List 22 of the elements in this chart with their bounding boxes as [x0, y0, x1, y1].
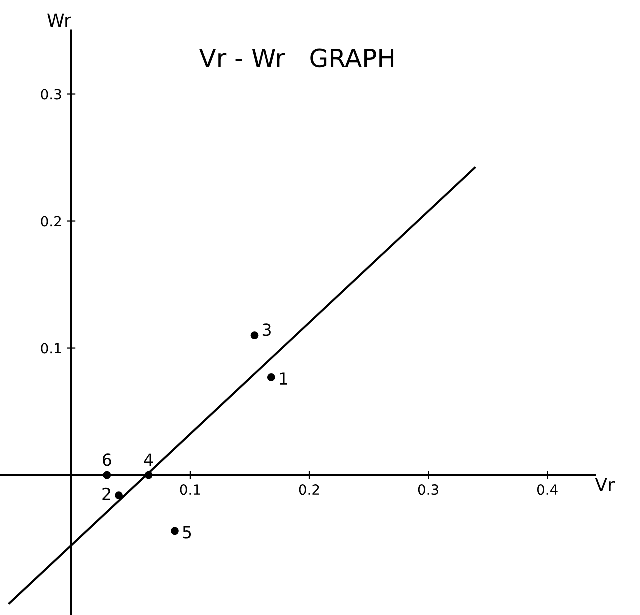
point	[144, 471, 153, 480]
y-tick-label: 0.1	[41, 343, 62, 354]
point	[171, 527, 179, 536]
annotation: 4	[144, 454, 154, 466]
y-tick-label: 0.2	[41, 216, 62, 227]
text: Vr - Wr GRAPH	[199, 48, 394, 68]
x-axis-title: Vr	[595, 478, 615, 492]
x-tick-label: 0.2	[299, 484, 320, 496]
x-tick-label: 0.3	[418, 484, 438, 496]
point	[115, 492, 123, 500]
point	[250, 332, 259, 340]
annotation: 6	[103, 454, 112, 466]
annotation: 5	[183, 526, 192, 539]
point	[103, 471, 112, 480]
x-tick-label: 0.1	[180, 484, 200, 496]
x-tick-label: 0.4	[537, 484, 558, 496]
annotation: 2	[102, 488, 110, 500]
y-axis-title: Wr	[48, 14, 72, 27]
annotation: 3	[262, 324, 271, 336]
annotation: 1	[280, 372, 288, 385]
point	[267, 374, 276, 382]
y-tick-label: 0.3	[41, 89, 62, 100]
